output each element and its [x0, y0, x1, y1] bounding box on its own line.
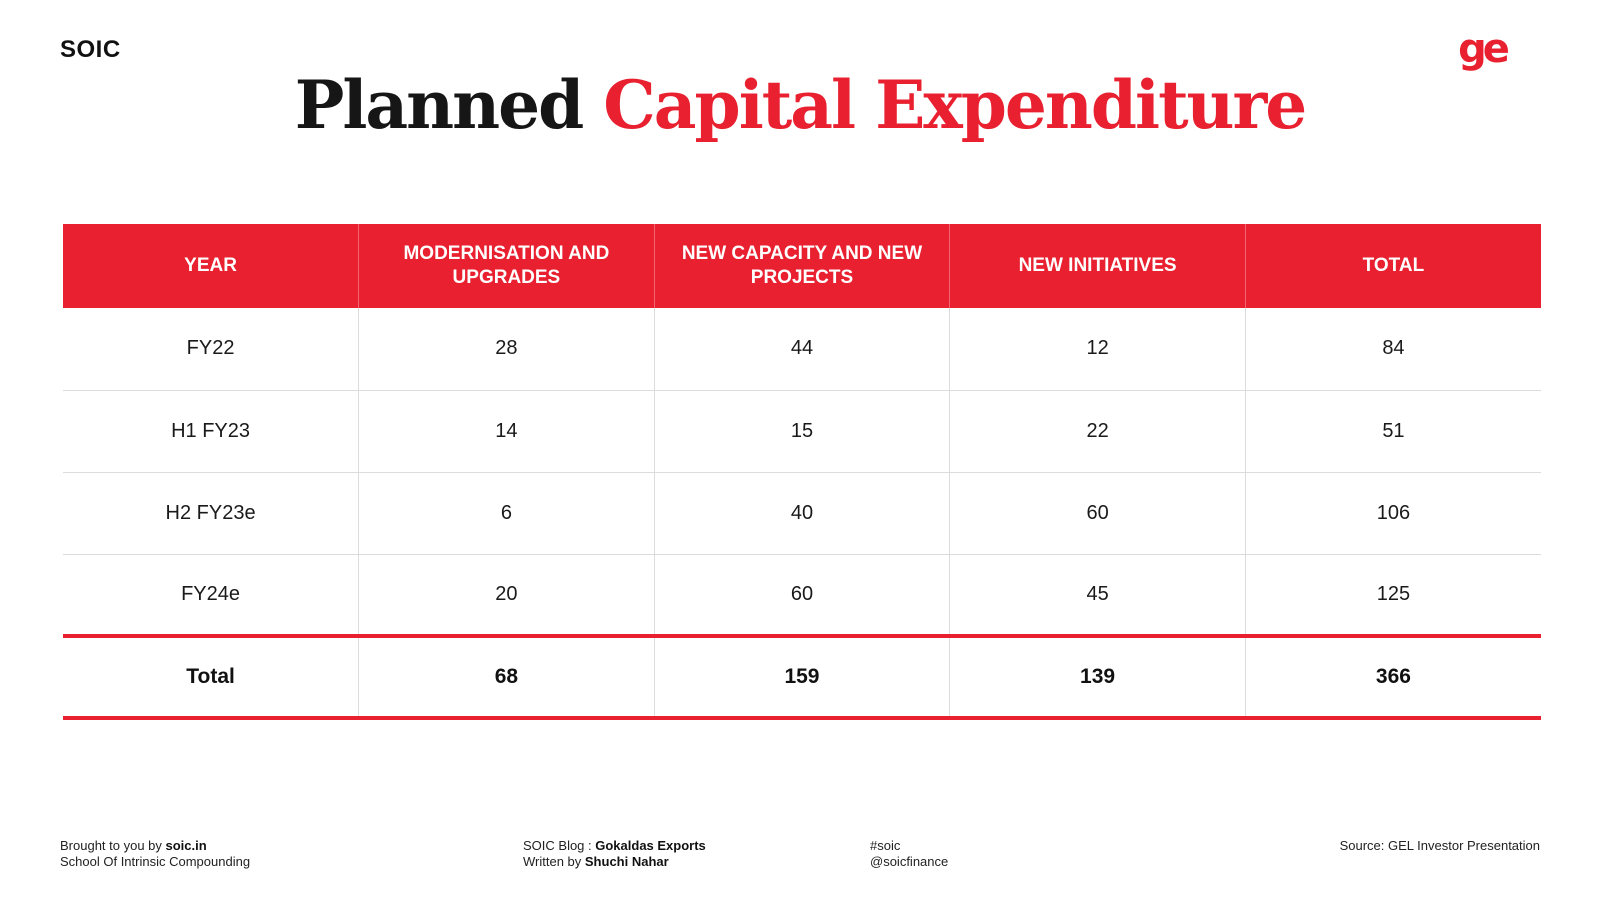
title-part-planned: Planned [294, 66, 585, 144]
cell-new-capacity: 15 [653, 390, 950, 473]
table-row: H1 FY23 14 15 22 51 [63, 390, 1541, 473]
title-part-capex: Capital Expenditure [603, 66, 1307, 144]
cell-modernisation: 28 [358, 308, 655, 391]
header-new-capacity: NEW CAPACITY AND NEW PROJECTS [653, 224, 950, 308]
footer-site-link[interactable]: soic.in [165, 838, 207, 853]
cell-new-initiatives: 45 [949, 554, 1246, 638]
footer-credits-prefix: Brought to you by [60, 838, 166, 853]
header-year: YEAR [63, 224, 359, 308]
cell-modernisation: 6 [358, 472, 655, 555]
svg-text:ge: ge [1458, 28, 1508, 72]
cell-new-capacity: 40 [653, 472, 950, 555]
footer-author-prefix: Written by [523, 854, 585, 869]
footer-tags: #soic @soicfinance [870, 838, 948, 870]
cell-total: 51 [1244, 390, 1541, 473]
footer-school-name: School Of Intrinsic Compounding [60, 854, 251, 869]
footer-credits: Brought to you by soic.in School Of Intr… [60, 838, 250, 870]
cell-total: 84 [1244, 308, 1541, 391]
footer-hashtag: #soic [870, 838, 901, 853]
ge-logo: ge [1456, 28, 1508, 72]
total-modernisation: 68 [358, 636, 655, 720]
page-title: Planned Capital Expenditure [0, 66, 1600, 144]
cell-new-capacity: 60 [653, 554, 950, 638]
brand-name: SOIC [60, 36, 121, 63]
total-new-capacity: 159 [653, 636, 950, 720]
cell-modernisation: 14 [358, 390, 655, 473]
cell-total: 125 [1244, 554, 1541, 638]
cell-total: 106 [1244, 472, 1541, 555]
table-row: H2 FY23e 6 40 60 106 [63, 472, 1541, 555]
cell-new-capacity: 44 [653, 308, 950, 391]
cell-year: H2 FY23e [63, 472, 359, 555]
footer-blog-info: SOIC Blog : Gokaldas Exports Written by … [523, 838, 706, 870]
footer-author-name: Shuchi Nahar [584, 854, 669, 869]
cell-modernisation: 20 [358, 554, 655, 638]
footer-handle: @soicfinance [870, 854, 949, 869]
table-row: FY24e 20 60 45 125 [63, 554, 1541, 638]
cell-new-initiatives: 22 [949, 390, 1246, 473]
header-total: TOTAL [1244, 224, 1541, 308]
capex-table: YEAR MODERNISATION AND UPGRADES NEW CAPA… [63, 224, 1541, 720]
header-modernisation: MODERNISATION AND UPGRADES [358, 224, 655, 308]
footer-source: Source: GEL Investor Presentation [1339, 838, 1540, 853]
total-row: Total 68 159 139 366 [63, 636, 1541, 720]
footer-blog-prefix: SOIC Blog : [523, 838, 596, 853]
table-row: FY22 28 44 12 84 [63, 308, 1541, 391]
cell-year: FY24e [63, 554, 359, 638]
table-header-row: YEAR MODERNISATION AND UPGRADES NEW CAPA… [63, 224, 1541, 308]
cell-year: H1 FY23 [63, 390, 359, 473]
footer-blog-name: Gokaldas Exports [595, 838, 706, 853]
total-new-initiatives: 139 [949, 636, 1246, 720]
cell-year: FY22 [63, 308, 359, 391]
total-label: Total [63, 636, 359, 720]
cell-new-initiatives: 60 [949, 472, 1246, 555]
header-new-initiatives: NEW INITIATIVES [949, 224, 1246, 308]
cell-new-initiatives: 12 [949, 308, 1246, 391]
total-grand: 366 [1244, 636, 1541, 720]
